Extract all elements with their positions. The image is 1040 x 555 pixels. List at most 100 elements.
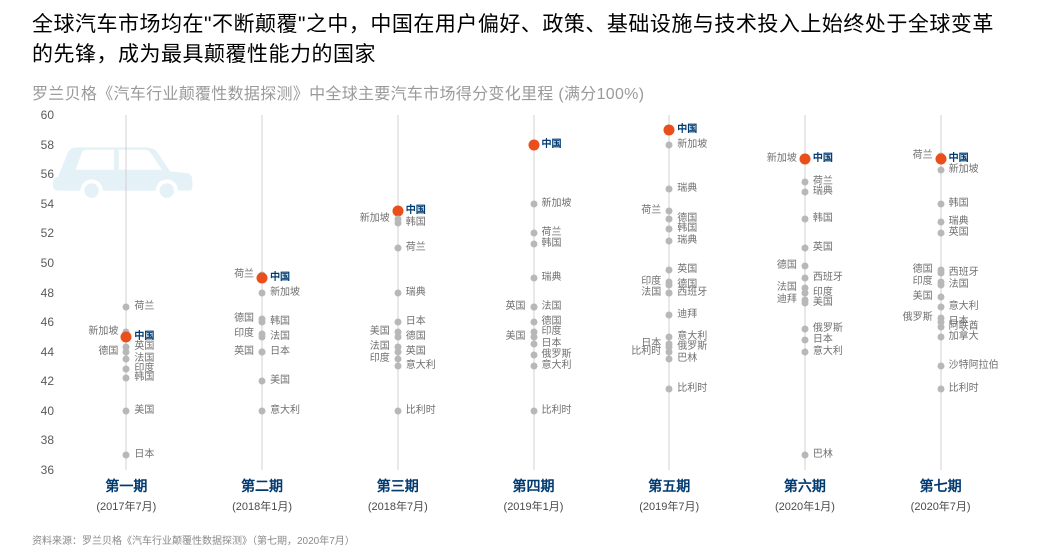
data-point xyxy=(530,274,537,281)
data-point xyxy=(937,304,944,311)
data-point-label: 新加坡 xyxy=(949,165,979,175)
data-point xyxy=(394,407,401,414)
data-point-label: 俄罗斯 xyxy=(903,313,933,323)
y-tick-label: 58 xyxy=(41,138,54,152)
data-point xyxy=(801,452,808,459)
data-point xyxy=(666,289,673,296)
data-point xyxy=(801,262,808,269)
data-point-label: 英国 xyxy=(406,347,426,357)
data-point-label: 印度 xyxy=(234,329,254,339)
data-point-highlight xyxy=(935,154,946,165)
period-date: (2018年1月) xyxy=(195,498,330,514)
data-point-label: 比利时 xyxy=(949,384,979,394)
data-point xyxy=(801,299,808,306)
data-point xyxy=(123,452,130,459)
data-point xyxy=(937,270,944,277)
data-point-label: 荷兰 xyxy=(406,243,426,253)
source-footer: 资料来源：罗兰贝格《汽车行业颠覆性数据探测》（第七期，2020年7月） xyxy=(32,532,355,547)
data-point-highlight xyxy=(799,154,810,165)
data-point-label: 意大利 xyxy=(270,406,300,416)
series-column: 荷兰新加坡中国英国德国法国印度韩国美国日本 xyxy=(59,115,194,470)
data-point xyxy=(801,274,808,281)
period-label: 第三期 xyxy=(330,476,465,496)
data-point xyxy=(937,200,944,207)
data-point-label: 瑞典 xyxy=(542,273,562,283)
data-point xyxy=(666,267,673,274)
data-point-label: 法国 xyxy=(641,288,661,298)
page-title: 全球汽车市场均在"不断颠覆"之中，中国在用户偏好、政策、基础设施与技术投入上始终… xyxy=(32,10,1008,71)
x-axis-label: 第四期(2019年1月) xyxy=(466,476,601,514)
data-point xyxy=(394,356,401,363)
period-label: 第六期 xyxy=(737,476,872,496)
data-point-label: 比利时 xyxy=(542,406,572,416)
data-point xyxy=(666,311,673,318)
data-point xyxy=(937,363,944,370)
data-point xyxy=(530,341,537,348)
data-point-label: 沙特阿拉伯 xyxy=(949,361,999,371)
data-point-highlight xyxy=(257,272,268,283)
period-date: (2020年7月) xyxy=(873,498,1008,514)
data-point xyxy=(259,333,266,340)
y-tick-label: 36 xyxy=(41,463,54,477)
data-point-label: 比利时 xyxy=(677,384,707,394)
data-point xyxy=(937,323,944,330)
x-axis-label: 第五期(2019年7月) xyxy=(602,476,737,514)
data-point-label: 意大利 xyxy=(949,302,979,312)
data-point-label: 意大利 xyxy=(542,361,572,371)
data-point-label: 巴林 xyxy=(677,354,697,364)
data-point xyxy=(394,348,401,355)
data-point-label: 瑞典 xyxy=(677,236,697,246)
x-axis-labels: 第一期(2017年7月)第二期(2018年1月)第三期(2018年7月)第四期(… xyxy=(58,470,1008,515)
data-point-label: 日本 xyxy=(813,335,833,345)
data-point-label: 德国 xyxy=(913,265,933,275)
period-date: (2020年1月) xyxy=(737,498,872,514)
data-point-label: 迪拜 xyxy=(677,310,697,320)
data-point xyxy=(123,366,130,373)
data-point-label: 中国 xyxy=(542,140,562,150)
data-point-highlight xyxy=(528,139,539,150)
data-point xyxy=(394,363,401,370)
data-point xyxy=(259,407,266,414)
y-tick-label: 46 xyxy=(41,315,54,329)
data-point-label: 韩国 xyxy=(270,317,290,327)
data-point-label: 中国 xyxy=(813,154,833,164)
data-point xyxy=(937,333,944,340)
series-column: 中国新加坡韩国荷兰瑞典日本美国德国法国英国印度意大利比利时 xyxy=(330,115,465,470)
data-point-label: 西班牙 xyxy=(949,268,979,278)
data-point-label: 法国 xyxy=(370,342,390,352)
data-point-label: 意大利 xyxy=(813,347,843,357)
data-point-label: 中国 xyxy=(406,206,426,216)
data-point xyxy=(530,230,537,237)
data-point-label: 日本 xyxy=(134,450,154,460)
data-point xyxy=(394,319,401,326)
data-point xyxy=(259,289,266,296)
data-point-label: 印度 xyxy=(370,354,390,364)
data-point xyxy=(530,363,537,370)
data-point-highlight xyxy=(121,331,132,342)
data-point xyxy=(666,141,673,148)
data-point-label: 韩国 xyxy=(949,199,969,209)
data-point-label: 英国 xyxy=(813,243,833,253)
data-point-label: 美国 xyxy=(134,406,154,416)
data-point-label: 美国 xyxy=(270,376,290,386)
plot-area: 荷兰新加坡中国英国德国法国印度韩国美国日本荷兰中国新加坡德国韩国印度法国英国日本… xyxy=(58,115,1008,470)
data-point-label: 比利时 xyxy=(406,406,436,416)
data-point xyxy=(530,200,537,207)
data-point xyxy=(666,208,673,215)
x-axis-label: 第六期 (2020年1月) xyxy=(737,476,872,514)
data-point xyxy=(666,185,673,192)
data-point xyxy=(666,215,673,222)
data-point xyxy=(937,218,944,225)
y-tick-label: 40 xyxy=(41,404,54,418)
data-point-label: 法国 xyxy=(777,283,797,293)
data-point-label: 新加坡 xyxy=(270,288,300,298)
data-point-label: 瑞典 xyxy=(677,184,697,194)
y-tick-label: 48 xyxy=(41,286,54,300)
data-point xyxy=(666,333,673,340)
data-point xyxy=(937,166,944,173)
data-point xyxy=(394,219,401,226)
y-tick-label: 54 xyxy=(41,197,54,211)
x-axis-label: 第二期(2018年1月) xyxy=(195,476,330,514)
data-point-label: 法国 xyxy=(542,302,562,312)
column-axis-line xyxy=(126,115,127,470)
